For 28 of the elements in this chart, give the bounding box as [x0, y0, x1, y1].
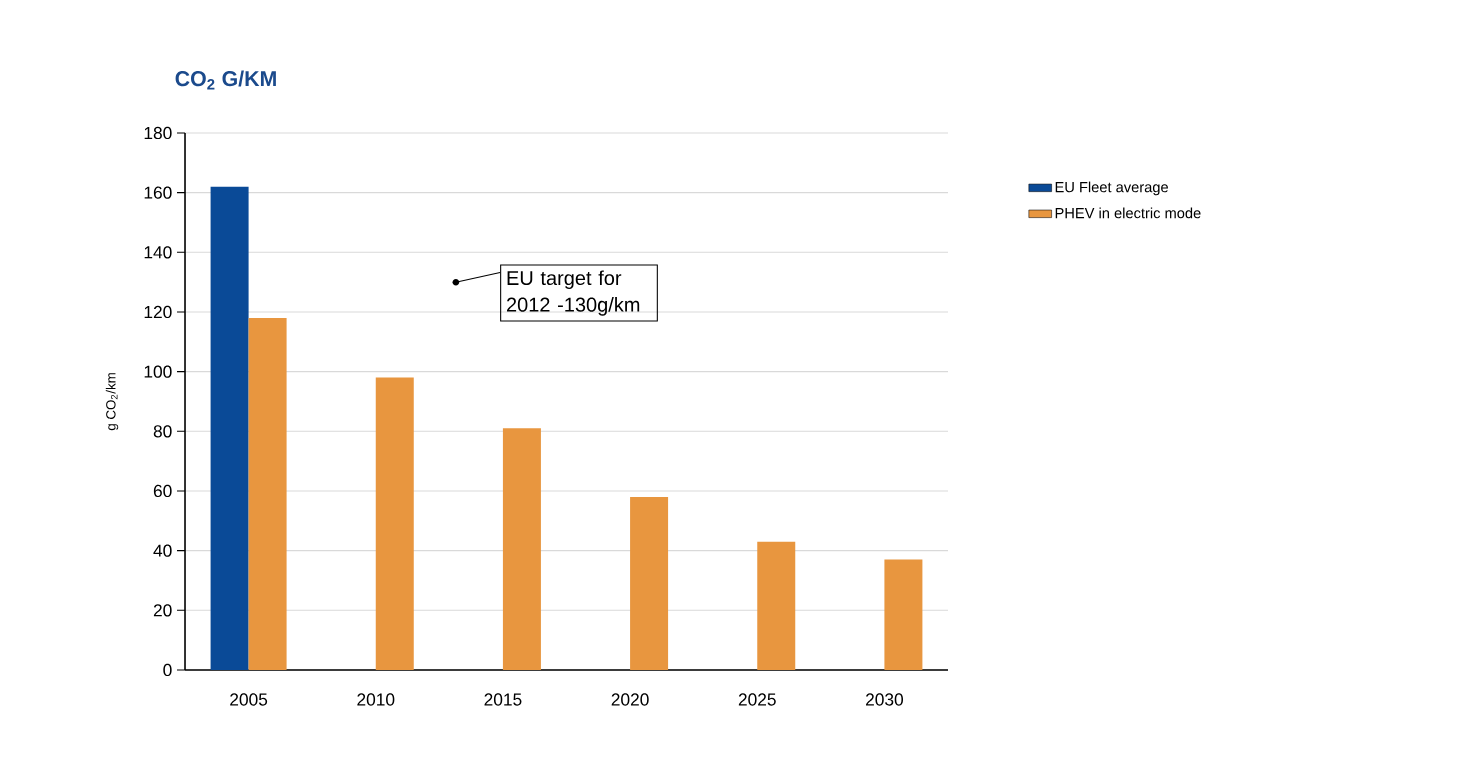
bar [630, 496, 669, 670]
y-tick-label: 180 [144, 126, 172, 140]
y-tick-label: 60 [153, 484, 172, 498]
x-tick-label: 2015 [484, 693, 522, 706]
y-axis-title: g CO$_{2}$/km [105, 373, 119, 431]
chart-title: CO$_{2}$ G/KM [175, 70, 276, 90]
x-tick-label: 2020 [611, 693, 649, 706]
y-tick-label: 20 [153, 604, 172, 617]
x-tick-label: 2010 [357, 693, 395, 706]
bar [502, 428, 541, 670]
annotation: EU target for 2012 -130g/km [506, 270, 640, 316]
y-tick-label: 120 [144, 305, 172, 319]
y-tick-label: 160 [144, 186, 172, 199]
legend-label: PHEV in electric mode [1055, 207, 1201, 219]
x-tick-label: 2025 [738, 693, 776, 706]
x-tick-label: 2030 [866, 693, 904, 706]
y-tick-label: 0 [163, 663, 172, 677]
bar [757, 541, 796, 670]
legend-label: EU Fleet average [1055, 181, 1168, 196]
y-tick-label: 100 [144, 365, 172, 378]
y-tick-label: 140 [144, 246, 172, 259]
y-tick-label: 80 [153, 425, 172, 438]
bar [884, 559, 923, 670]
bar [248, 317, 287, 670]
bar [210, 186, 249, 670]
bar [375, 377, 414, 670]
x-tick-label: 2005 [230, 693, 268, 706]
y-tick-label: 40 [153, 544, 172, 557]
